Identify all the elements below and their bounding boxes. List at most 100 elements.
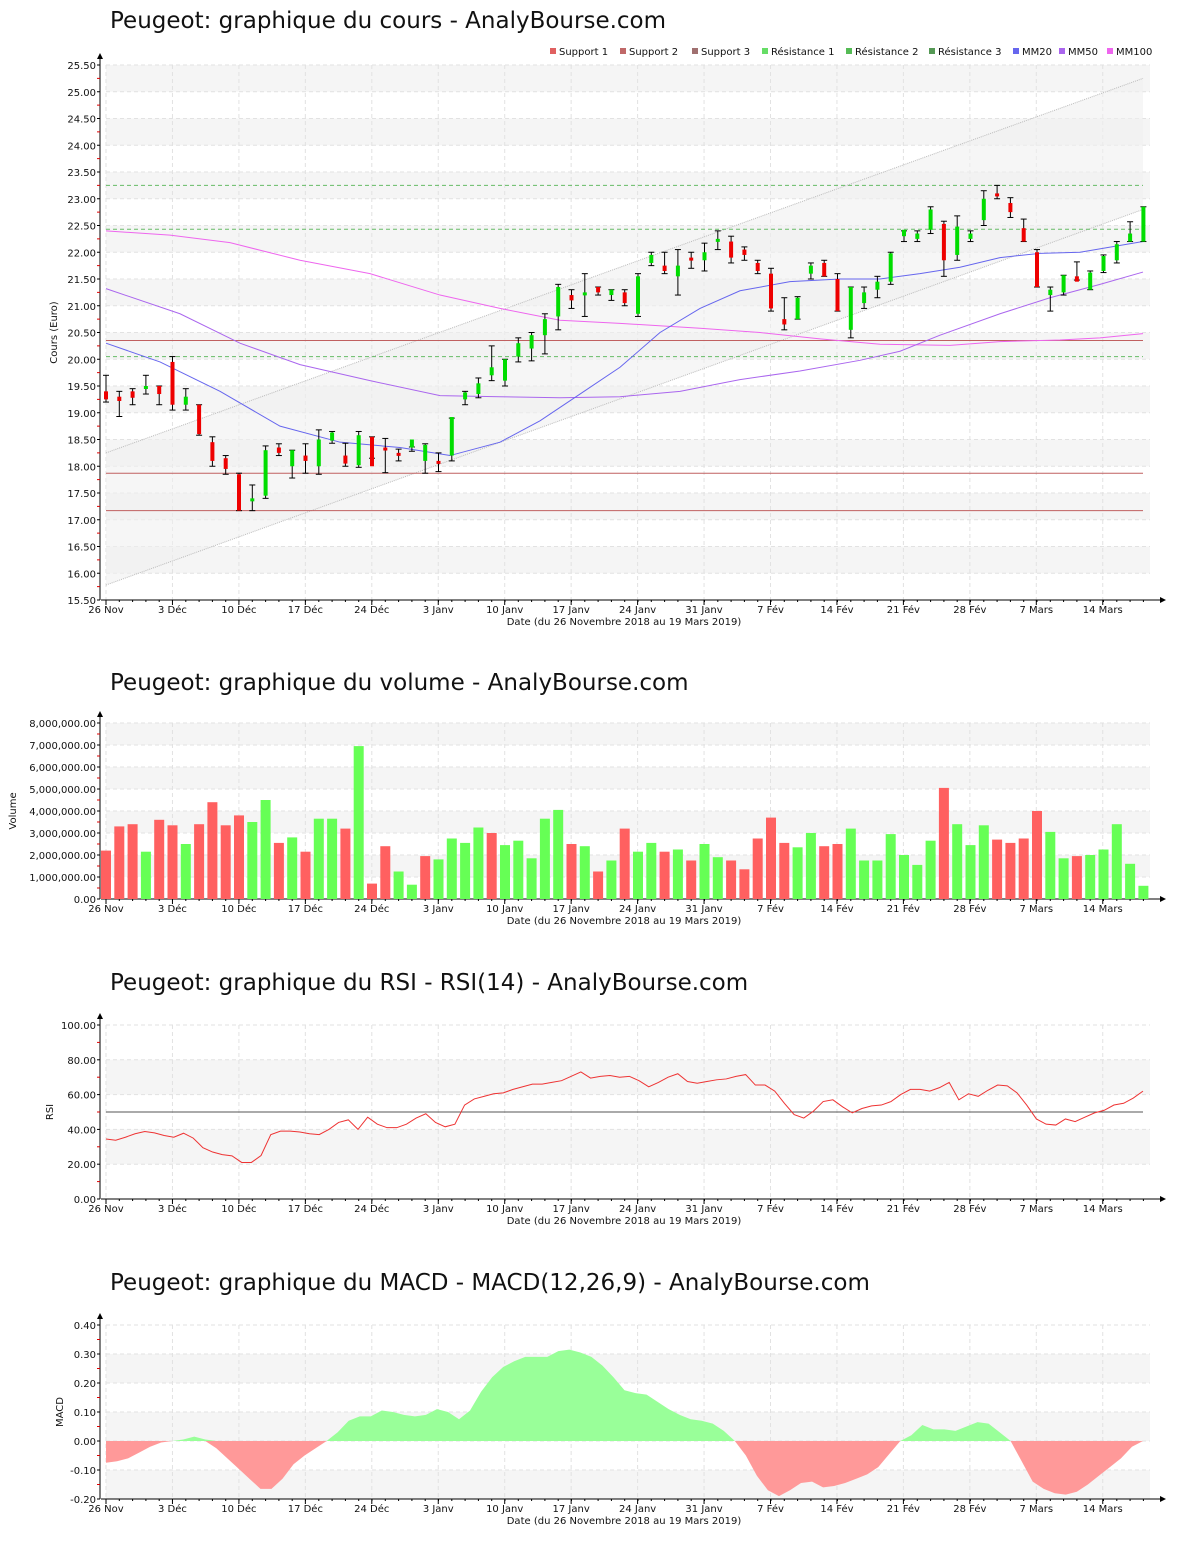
candle-body — [330, 432, 335, 441]
y-tick-label: 25.50 — [67, 61, 96, 72]
candle-body — [675, 265, 680, 277]
x-axis-label: Date (du 26 Novembre 2018 au 19 Mars 201… — [507, 1516, 742, 1527]
volume-bar — [699, 844, 710, 899]
candle-body — [343, 455, 348, 464]
x-tick-label: 24 Déc — [354, 903, 389, 915]
candle-body — [995, 193, 1000, 197]
x-tick-label: 3 Janv — [423, 1504, 454, 1515]
volume-bar — [1018, 838, 1029, 899]
x-tick-label: 10 Déc — [221, 903, 256, 915]
y-tick-label: 19.50 — [67, 382, 96, 393]
candle-body — [423, 444, 428, 461]
candle-body — [104, 391, 108, 400]
volume-bar — [406, 884, 417, 899]
volume-bar — [167, 825, 178, 899]
volume-bar — [180, 844, 191, 899]
legend-swatch-icon — [929, 48, 935, 54]
x-tick-label: 31 Janv — [685, 1204, 722, 1215]
x-tick-label: 26 Nov — [88, 1204, 124, 1215]
candle-body — [622, 292, 627, 304]
x-tick-label: 7 Fév — [757, 604, 784, 616]
grid-band — [106, 1129, 1150, 1165]
x-axis-arrow-icon — [1160, 896, 1166, 902]
x-tick-label: 3 Janv — [423, 605, 454, 616]
candle-body — [183, 396, 188, 405]
y-tick-label: 18.50 — [67, 436, 96, 447]
y-tick-label: 6,000,000.00 — [29, 763, 96, 774]
candle-body — [1035, 252, 1039, 288]
volume-bar — [234, 815, 244, 899]
macd-chart-title: Peugeot: graphique du MACD - MACD(12,26,… — [110, 1270, 870, 1296]
candle-body — [888, 253, 893, 282]
volume-bar — [593, 871, 604, 899]
y-tick-label: 15.50 — [67, 596, 96, 607]
candle-body — [822, 262, 827, 277]
x-tick-label: 26 Nov — [88, 904, 124, 915]
volume-bar — [938, 787, 949, 899]
candle-body — [436, 460, 441, 464]
volume-bar — [340, 828, 351, 899]
x-tick-label: 10 Janv — [486, 605, 523, 616]
volume-bar — [566, 844, 577, 899]
rsi-line — [105, 1071, 1144, 1163]
price-chart-title: Peugeot: graphique du cours - AnalyBours… — [110, 8, 667, 34]
volume-bar — [978, 825, 989, 899]
trend-channel — [106, 78, 1143, 586]
candle-body — [596, 287, 601, 293]
volume-bar — [659, 851, 670, 899]
grid-band — [106, 1354, 1150, 1383]
macd-chart: -0.20 -0.10 0.00 0.10 0.20 0.30 0.40 26 Nov 3 Dé… — [55, 1313, 1166, 1527]
volume-bar — [646, 842, 657, 899]
volume-bar — [686, 860, 697, 899]
volume-bar — [273, 842, 284, 899]
x-tick-label: 21 Fév — [887, 1203, 920, 1215]
grid-band — [106, 1059, 1150, 1095]
x-tick-label: 17 Déc — [288, 903, 323, 915]
volume-bar — [832, 844, 843, 899]
y-tick-label: 5,000,000.00 — [29, 785, 96, 796]
volume-bar — [992, 839, 1003, 899]
grid-band — [106, 723, 1150, 745]
x-tick-label: 17 Déc — [288, 1503, 323, 1515]
trend-line-upper — [105, 77, 1144, 454]
candle-body — [489, 367, 494, 376]
x-tick-label: 21 Fév — [887, 903, 920, 915]
y-tick-label: 8,000,000.00 — [29, 719, 96, 730]
candle-body — [1128, 233, 1133, 242]
candle-body — [941, 223, 946, 261]
x-tick-label: 17 Janv — [553, 1504, 590, 1515]
x-tick-label: 28 Fév — [953, 903, 986, 915]
y-tick-label: 20.00 — [67, 1160, 96, 1171]
candle-body — [1008, 203, 1013, 213]
x-tick-label: 24 Janv — [619, 1204, 656, 1215]
volume-bar — [260, 800, 271, 899]
candle-body — [303, 455, 308, 461]
volume-bar — [114, 826, 125, 899]
volume-bar — [899, 855, 909, 899]
candle-body — [157, 386, 162, 395]
y-tick-label: 18.00 — [67, 462, 96, 473]
y-tick-label: 22.00 — [67, 248, 96, 259]
x-tick-label: 31 Janv — [685, 1504, 722, 1515]
volume-bar — [885, 834, 896, 899]
x-axis-label: Date (du 26 Novembre 2018 au 19 Mars 201… — [507, 617, 742, 628]
x-tick-label: 3 Déc — [158, 903, 187, 915]
candle-body — [1061, 275, 1066, 293]
x-tick-label: 7 Mars — [1019, 605, 1053, 616]
y-axis-arrow-icon — [97, 1313, 103, 1319]
macd-positive-area — [106, 1349, 1143, 1441]
y-tick-label: 60.00 — [67, 1091, 96, 1102]
y-tick-label: 0.40 — [74, 1321, 96, 1332]
y-tick-label: 16.00 — [67, 569, 96, 580]
candle-body — [516, 343, 521, 357]
legend-swatch-icon — [692, 48, 698, 54]
grid-band — [106, 767, 1150, 789]
candle-body — [835, 279, 840, 312]
candle-body — [170, 361, 175, 405]
candle-body — [223, 458, 228, 469]
x-tick-label: 7 Mars — [1019, 1204, 1053, 1215]
x-tick-label: 24 Janv — [619, 1504, 656, 1515]
y-axis-label: Cours (Euro) — [49, 301, 60, 364]
volume-bar — [1045, 831, 1056, 899]
candle-body — [742, 249, 747, 255]
